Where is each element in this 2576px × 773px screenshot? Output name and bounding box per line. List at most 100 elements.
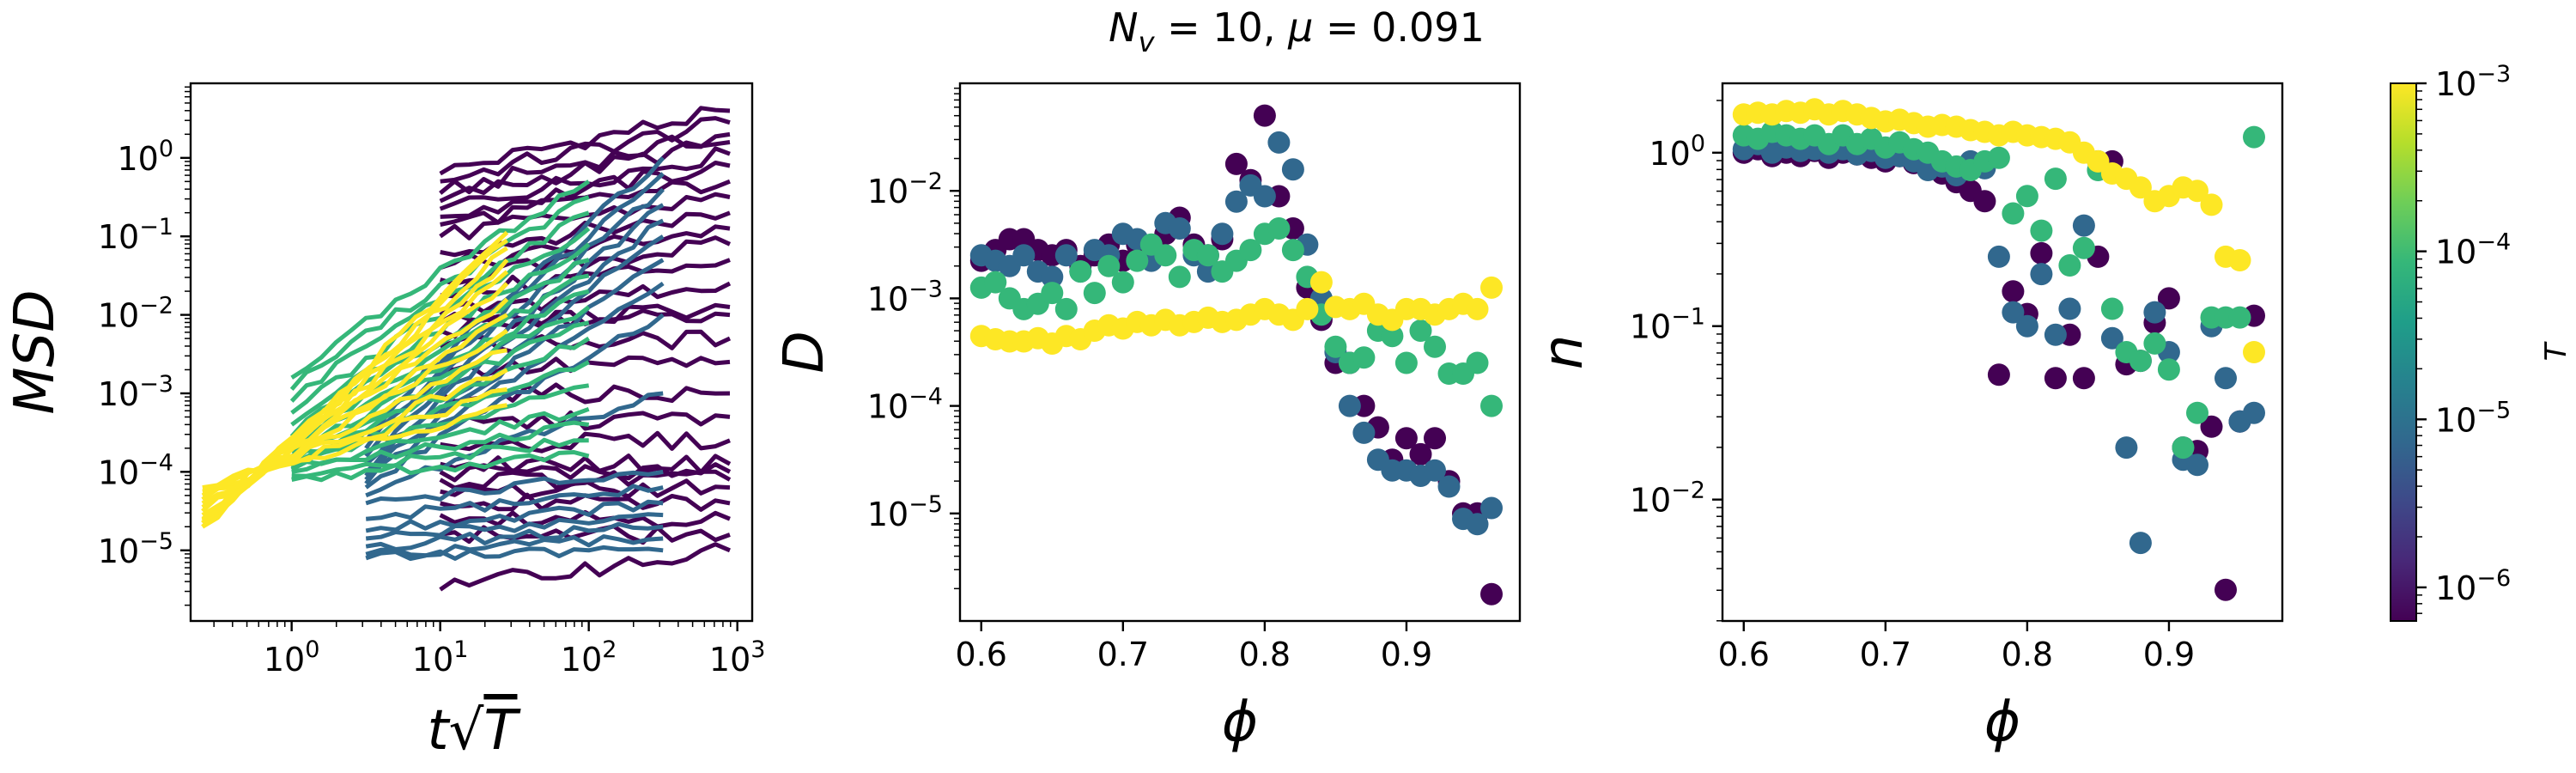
msd-curve-0-19 [440, 430, 731, 453]
diffusion-point-1-32 [1424, 459, 1446, 482]
msd-ytick-label: 10−5 [98, 528, 173, 570]
diffusion-point-1-17 [1211, 222, 1234, 246]
exponent-point-2-23 [2058, 254, 2081, 277]
msd-xtick-label: 103 [709, 636, 766, 679]
exponent-point-1-27 [2115, 436, 2138, 460]
exponent-point-2-35 [2228, 306, 2251, 329]
diffusion-xlabel: ϕ [1222, 691, 1258, 754]
exponent-point-3-35 [2228, 249, 2251, 271]
exponent-point-1-21 [2030, 263, 2053, 286]
exponent-point-2-29 [2143, 332, 2166, 355]
colorbar: 10−3 10−4 10−5 10−6 T [2390, 61, 2573, 622]
msd-curve-0-27 [439, 542, 731, 592]
diffusion-point-2-29 [1381, 325, 1404, 348]
diffusion-point-3-24 [1309, 271, 1333, 294]
exponent-point-2-30 [2157, 358, 2180, 381]
exponent-point-2-21 [2030, 219, 2053, 242]
msd-curve-2-16 [291, 450, 590, 483]
msd-curve-0-3 [439, 140, 731, 204]
diffusion-point-1-27 [1352, 421, 1376, 444]
diffusion-point-2-36 [1480, 394, 1503, 417]
msd-curve-0-0 [439, 106, 731, 176]
diffusion-point-1-6 [1054, 244, 1078, 267]
diffusion-ytick-label: 10−2 [867, 168, 943, 210]
diffusion-point-2-21 [1267, 217, 1291, 240]
diffusion-point-2-13 [1154, 244, 1177, 267]
diffusion-ylabel: D [773, 331, 836, 373]
msd-xtick-label: 101 [412, 636, 469, 679]
diffusion-point-1-20 [1253, 185, 1276, 208]
exponent-point-1-26 [2100, 326, 2123, 350]
msd-curve-0-5 [440, 161, 731, 219]
diffusion-ticks: 0.6 0.7 0.8 0.9 10−2 10−3 10−4 10−5 [867, 87, 1432, 673]
exponent-point-1-36 [2243, 401, 2265, 424]
diffusion-point-2-25 [1324, 335, 1347, 358]
exponent-point-3-32 [2186, 180, 2208, 203]
diffusion-point-2-19 [1239, 239, 1262, 262]
msd-curve-1-15 [365, 534, 664, 558]
msd-curves [201, 106, 732, 592]
exponent-panel: 0.6 0.7 0.8 0.9 100 10−1 10−2 ϕ n [1532, 82, 2284, 754]
colorbar-gradient-bar [2391, 83, 2416, 621]
exponent-point-3-36 [2243, 341, 2265, 363]
diffusion-ytick-label: 10−3 [867, 276, 943, 318]
exponent-point-1-28 [2129, 532, 2152, 555]
diffusion-point-2-8 [1083, 282, 1106, 305]
exponent-point-0-18 [1987, 363, 2010, 386]
exponent-point-0-24 [2072, 367, 2095, 390]
diffusion-point-1-5 [1041, 265, 1064, 289]
msd-ylabel: MSD [3, 289, 67, 414]
msd-curve-0-11 [440, 258, 731, 299]
exponent-xtick-label: 0.9 [2143, 636, 2195, 673]
diffusion-ytick-label: 10−4 [867, 384, 943, 426]
exponent-point-2-20 [2015, 185, 2038, 208]
diffusion-point-2-10 [1111, 271, 1134, 294]
diffusion-point-1-26 [1338, 394, 1361, 417]
msd-ytick-label: 100 [117, 136, 173, 178]
exponent-xtick-label: 0.7 [1860, 636, 1911, 673]
msd-curve-1-7 [364, 281, 665, 485]
msd-curve-1-14 [365, 521, 664, 551]
msd-ytick-label: 10−2 [98, 293, 173, 335]
exponent-point-2-22 [2044, 167, 2067, 191]
msd-xlabel: t√T [428, 699, 522, 763]
diffusion-point-1-3 [1012, 244, 1036, 267]
msd-curve-2-1 [289, 195, 590, 392]
msd-ytick-label: 10−1 [98, 214, 173, 256]
diffusion-point-2-16 [1196, 244, 1219, 267]
diffusion-point-2-14 [1168, 265, 1191, 289]
exponent-point-2-18 [1987, 146, 2010, 169]
exponent-point-1-29 [2143, 301, 2166, 324]
exponent-point-1-20 [2015, 314, 2038, 338]
msd-curve-1-11 [365, 484, 664, 521]
exponent-xtick-label: 0.8 [2002, 636, 2053, 673]
msd-curve-3-12 [202, 403, 507, 490]
exponent-ticks: 0.6 0.7 0.8 0.9 100 10−1 10−2 [1630, 100, 2195, 673]
exponent-point-1-18 [1987, 245, 2010, 268]
exponent-axes-frame [1721, 82, 2284, 623]
diffusion-ytick-label: 10−5 [867, 491, 943, 533]
exponent-point-2-24 [2072, 236, 2095, 259]
colorbar-ticks: 10−3 10−4 10−5 10−6 [2416, 61, 2511, 614]
diffusion-point-0-36 [1480, 582, 1503, 606]
exponent-point-0-17 [1973, 190, 1996, 213]
msd-ytick-label: 10−4 [98, 449, 173, 491]
diffusion-point-2-1 [984, 271, 1007, 294]
diffusion-xtick-label: 0.9 [1381, 636, 1432, 673]
diffusion-point-2-7 [1069, 260, 1092, 283]
diffusion-points [969, 104, 1503, 606]
exponent-ytick-label: 10−1 [1630, 304, 1705, 346]
exponent-point-0-34 [2215, 578, 2237, 601]
diffusion-point-3-23 [1296, 297, 1319, 320]
diffusion-point-1-35 [1466, 513, 1489, 536]
exponent-point-2-26 [2100, 297, 2123, 320]
exponent-point-0-19 [2002, 280, 2025, 303]
colorbar-tick-label: 10−6 [2435, 565, 2511, 607]
exponent-point-2-28 [2129, 350, 2152, 373]
msd-curve-3-10 [201, 368, 508, 498]
msd-curve-1-8 [364, 313, 665, 490]
msd-curve-1-13 [365, 512, 664, 541]
msd-curve-2-0 [290, 180, 591, 380]
